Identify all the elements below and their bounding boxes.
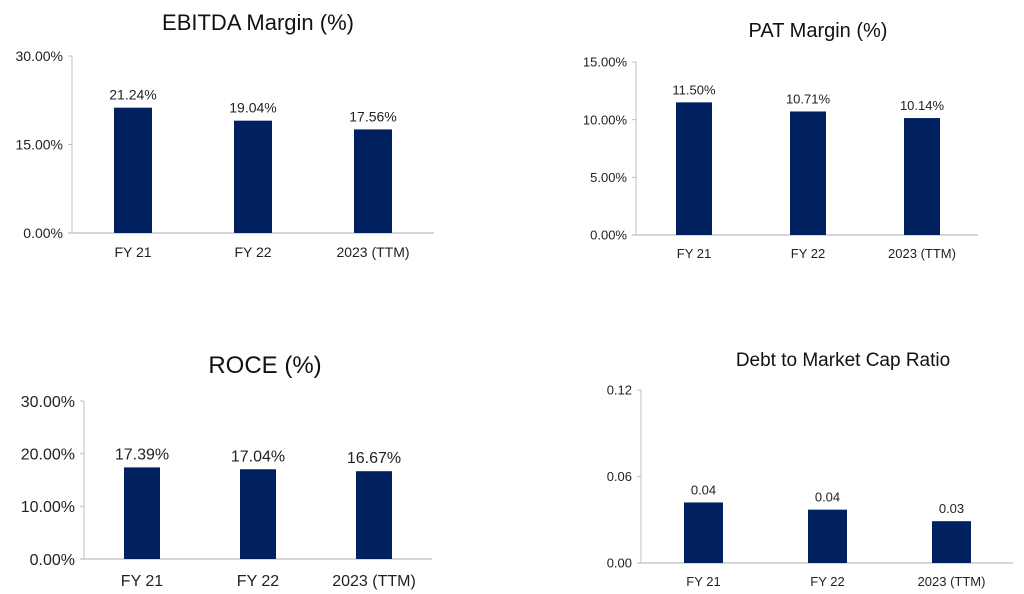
x-category-label: FY 21	[114, 244, 151, 260]
data-label: 17.39%	[115, 446, 169, 463]
y-tick-label: 30.00%	[16, 48, 63, 64]
x-category-label: FY 21	[121, 573, 164, 590]
chart-title: EBITDA Margin (%)	[162, 10, 354, 35]
y-tick-label: 0.00%	[590, 228, 627, 243]
ebitda-margin-chart: EBITDA Margin (%) 0.00% 15.00% 30.00% 21.24…	[16, 10, 434, 260]
x-category-label: FY 21	[686, 574, 720, 589]
bar-fy-22	[790, 111, 826, 235]
bar-fy-21	[114, 107, 152, 233]
x-category-label: FY 22	[810, 574, 844, 589]
y-tick-label: 0.12	[607, 383, 632, 398]
x-category-label: FY 21	[677, 246, 711, 261]
chart-title: PAT Margin (%)	[749, 20, 888, 42]
bar-2023-ttm	[354, 129, 392, 233]
data-label: 16.67%	[347, 450, 401, 467]
y-tick-label: 30.00%	[21, 394, 75, 411]
x-category-label: FY 22	[234, 244, 271, 260]
bar-2023-ttm	[356, 471, 392, 559]
roce-chart: ROCE (%) 0.00% 10.00% 20.00% 30.00% 17.39% FY…	[21, 352, 432, 590]
y-tick-label: 0.00	[607, 556, 632, 571]
data-label: 21.24%	[109, 87, 156, 103]
y-tick-label: 15.00%	[16, 137, 63, 153]
debt-to-market-cap-chart: Debt to Market Cap Ratio 0.00 0.06 0.12 0.0…	[607, 350, 1013, 589]
data-label: 17.04%	[231, 448, 285, 465]
bar-fy-21	[676, 102, 712, 235]
chart-title: ROCE (%)	[208, 352, 321, 379]
y-tick-label: 0.06	[607, 469, 632, 484]
bar-fy-21	[124, 467, 160, 559]
y-tick-label: 0.00%	[30, 552, 75, 569]
data-label: 17.56%	[349, 108, 396, 124]
data-label: 0.03	[939, 501, 964, 516]
data-label: 0.04	[691, 482, 716, 497]
x-category-label: FY 22	[791, 246, 825, 261]
y-tick-label: 10.00%	[583, 112, 628, 127]
bar-fy-21	[684, 502, 723, 563]
x-category-label: 2023 (TTM)	[918, 574, 986, 589]
bar-fy-22	[808, 509, 847, 563]
data-label: 11.50%	[672, 82, 716, 97]
bar-2023-ttm	[932, 521, 971, 563]
y-tick-label: 10.00%	[21, 499, 75, 516]
x-category-label: FY 22	[237, 573, 280, 590]
y-tick-label: 15.00%	[583, 55, 628, 70]
y-tick-label: 20.00%	[21, 446, 75, 463]
bar-2023-ttm	[904, 118, 940, 235]
data-label: 10.71%	[786, 91, 831, 106]
data-label: 19.04%	[229, 100, 276, 116]
pat-margin-chart: PAT Margin (%) 0.00% 5.00% 10.00% 15.00% 11.…	[583, 20, 978, 261]
chart-title: Debt to Market Cap Ratio	[736, 350, 950, 371]
bar-fy-22	[234, 120, 272, 233]
bar-fy-22	[240, 469, 276, 559]
x-category-label: 2023 (TTM)	[336, 244, 409, 260]
x-category-label: 2023 (TTM)	[888, 246, 956, 261]
y-tick-label: 5.00%	[590, 170, 627, 185]
data-label: 10.14%	[900, 98, 945, 113]
y-tick-label: 0.00%	[23, 225, 63, 241]
x-category-label: 2023 (TTM)	[332, 573, 416, 590]
data-label: 0.04	[815, 490, 840, 505]
